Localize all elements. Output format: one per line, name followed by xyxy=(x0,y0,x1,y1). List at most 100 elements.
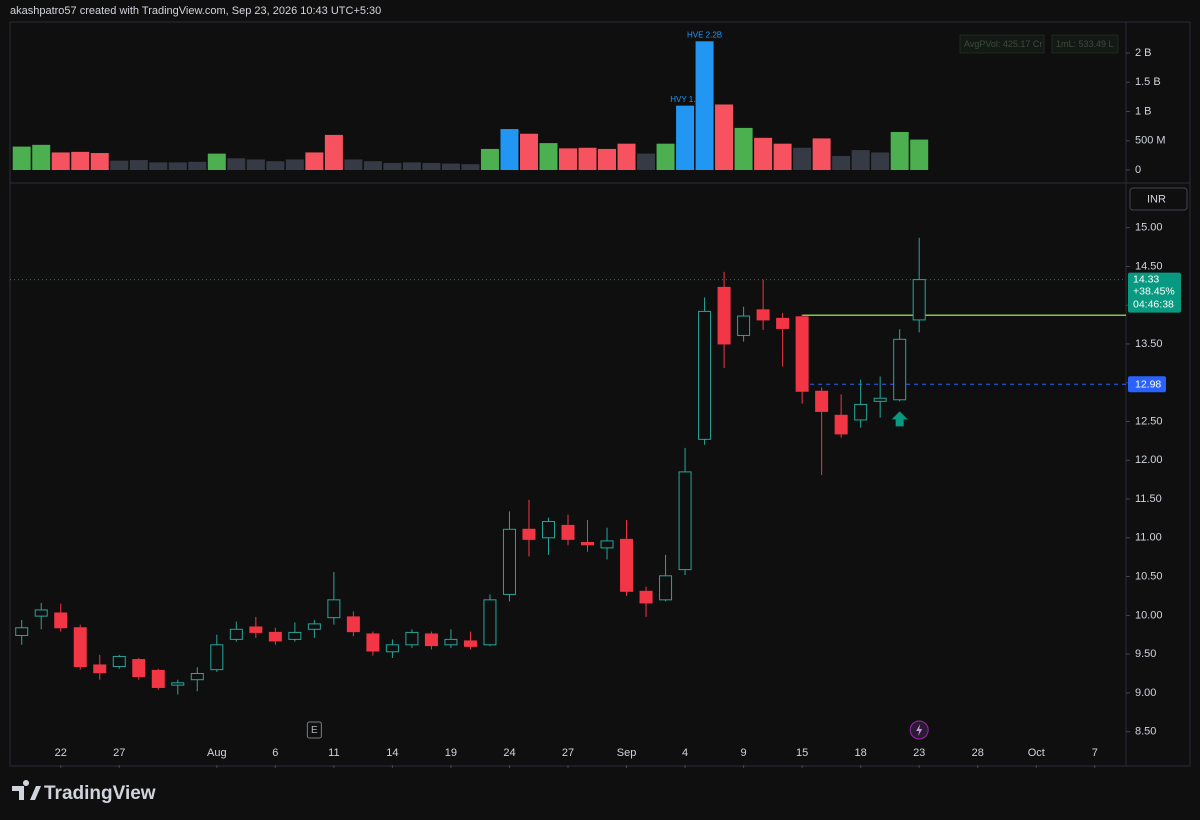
candle-body xyxy=(600,540,614,549)
candle-body xyxy=(229,628,243,640)
volume-stat: 1mL: 533.49 L xyxy=(1056,39,1114,49)
volume-bar xyxy=(910,139,929,170)
y-tick-label: 12.00 xyxy=(1135,454,1163,466)
x-tick-label: 6 xyxy=(272,747,278,759)
x-tick-label: 11 xyxy=(328,747,339,759)
candle-body xyxy=(522,528,536,540)
candle-body xyxy=(678,471,692,571)
x-tick-label: 23 xyxy=(913,747,925,759)
alert-price-box xyxy=(1128,376,1166,393)
candle-body xyxy=(346,616,360,633)
candle-body xyxy=(151,669,165,688)
volume-bar xyxy=(207,153,226,170)
last-price: 14.33 xyxy=(1133,273,1159,285)
volume-bar xyxy=(500,129,519,170)
currency-box[interactable] xyxy=(1129,187,1188,211)
x-tick-label: 27 xyxy=(562,747,574,759)
candle-body xyxy=(249,626,263,633)
candle-body xyxy=(307,623,321,630)
earnings-label: E xyxy=(311,725,318,736)
volume-bar xyxy=(890,131,909,170)
last-change: +38.45% xyxy=(1133,285,1175,297)
candle-body xyxy=(483,599,497,646)
volume-stat-box xyxy=(959,34,1045,54)
candle-body xyxy=(912,279,926,321)
x-tick-label: 24 xyxy=(503,747,515,759)
x-tick-label: Sep xyxy=(617,747,637,759)
volume-bar xyxy=(617,143,636,170)
flash-icon xyxy=(916,724,923,736)
volume-tick-label: 1.5 B xyxy=(1135,76,1161,88)
volume-bar xyxy=(461,164,480,170)
volume-bar xyxy=(578,147,597,170)
candle-body xyxy=(93,664,107,674)
candle-body xyxy=(366,633,380,652)
volume-bar xyxy=(656,143,675,170)
candle-body xyxy=(893,338,907,401)
candle-body xyxy=(385,644,399,653)
volume-bar xyxy=(227,158,246,170)
x-tick-label: 19 xyxy=(445,747,457,759)
volume-annotation: HVE 2.2B xyxy=(687,30,722,39)
candle-body xyxy=(463,640,477,647)
volume-bar xyxy=(754,137,773,170)
y-tick-label: 11.00 xyxy=(1135,532,1162,544)
y-tick-label: 9.50 xyxy=(1135,648,1156,660)
volume-tick-label: 0 xyxy=(1135,164,1141,176)
volume-bar xyxy=(149,162,168,170)
header: akashpatro57 created with TradingView.co… xyxy=(10,5,381,17)
candle-body xyxy=(502,528,516,595)
y-tick-label: 14.50 xyxy=(1135,260,1163,272)
x-tick-label: 7 xyxy=(1092,747,1098,759)
candle-body xyxy=(698,310,712,440)
x-tick-label: 14 xyxy=(386,747,398,759)
volume-bar xyxy=(871,152,890,170)
x-tick-label: 18 xyxy=(855,747,867,759)
candle-body xyxy=(424,633,438,647)
volume-bar xyxy=(324,134,343,170)
candle-body xyxy=(717,286,731,345)
volume-bar xyxy=(637,153,656,170)
candle-body xyxy=(190,673,204,681)
volume-bar xyxy=(12,146,31,170)
candle-body xyxy=(541,521,555,539)
last-price-box xyxy=(1128,272,1181,313)
x-tick-label: 27 xyxy=(113,747,125,759)
logo-icon xyxy=(12,779,41,800)
volume-bar xyxy=(110,160,129,170)
y-tick-label: 13.50 xyxy=(1135,338,1163,350)
x-tick-label: Oct xyxy=(1028,747,1045,759)
candle-body xyxy=(561,524,575,540)
candle-body xyxy=(210,644,224,671)
candle-body xyxy=(756,309,770,321)
volume-bar xyxy=(422,162,441,170)
candle-body xyxy=(288,631,302,640)
volume-bar xyxy=(773,143,792,170)
candle-body xyxy=(405,631,419,646)
volume-bar xyxy=(519,133,538,170)
volume-bar xyxy=(51,152,70,170)
candle-body xyxy=(132,659,146,678)
volume-bar xyxy=(90,153,109,170)
candle-body xyxy=(34,609,48,617)
candle-body xyxy=(620,538,634,592)
earnings-marker xyxy=(306,721,322,739)
candle-body xyxy=(268,631,282,642)
candle-body xyxy=(737,315,751,336)
volume-bar xyxy=(266,161,285,170)
volume-bar xyxy=(246,159,265,170)
volume-bar xyxy=(441,163,460,170)
x-tick-label: 9 xyxy=(741,747,747,759)
signal-arrow xyxy=(891,411,908,427)
candle-body xyxy=(15,627,29,637)
y-tick-label: 10.50 xyxy=(1135,570,1163,582)
volume-bar xyxy=(71,151,90,170)
volume-bar xyxy=(168,162,187,170)
y-tick-label: 11.50 xyxy=(1135,493,1162,505)
currency: INR xyxy=(1147,193,1166,205)
y-tick-label: 8.50 xyxy=(1135,726,1156,738)
volume-annotation: HVY 1.0 xyxy=(670,95,700,104)
candle-body xyxy=(171,682,185,686)
candle-body xyxy=(112,655,126,668)
